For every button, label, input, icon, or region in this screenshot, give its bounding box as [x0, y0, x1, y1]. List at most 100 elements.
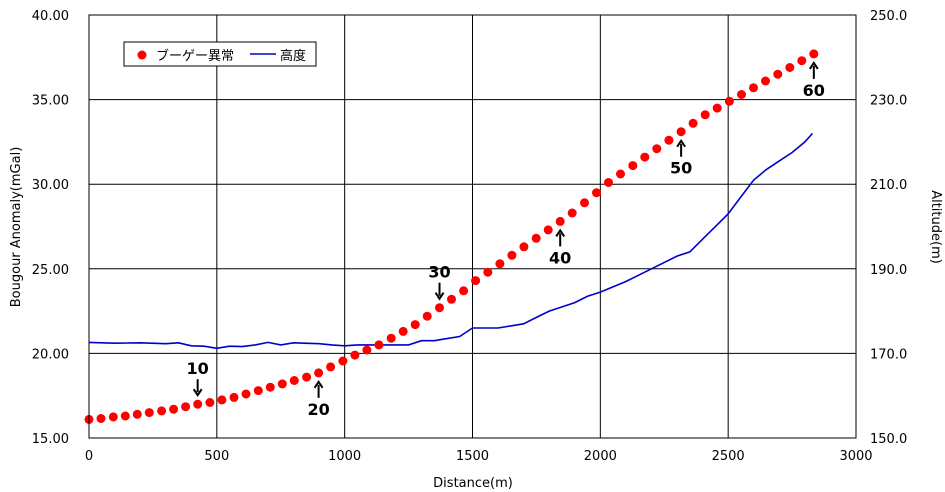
bouguer-point [253, 386, 263, 396]
bouguer-point [181, 402, 191, 412]
bouguer-point [217, 395, 227, 405]
bouguer-point [737, 90, 746, 99]
annotation-40: 40 [549, 228, 571, 267]
legend-altitude-label: 高度 [280, 48, 306, 64]
annotation-50: 50 [670, 138, 692, 178]
point-annotations: 10 20 30 40 50 60 [187, 61, 825, 419]
annotation-20: 20 [307, 380, 330, 419]
annotation-label: 50 [670, 159, 692, 178]
altitude-series [88, 132, 814, 350]
bouguer-point [108, 412, 118, 422]
y-tick-labels: 15.00 20.00 25.00 30.00 35.00 40.00 [32, 9, 69, 447]
y-tick-label: 25.00 [32, 263, 69, 278]
bouguer-point [785, 63, 795, 72]
plot-frame [88, 14, 857, 439]
bouguer-point [495, 259, 505, 269]
y2-tick-label: 230.0 [870, 94, 907, 109]
bouguer-point [132, 409, 142, 419]
bouguer-point [628, 161, 638, 171]
bouguer-point [338, 356, 348, 366]
bouguer-point [797, 56, 807, 66]
bouguer-point [592, 188, 601, 198]
annotation-label: 40 [549, 248, 571, 267]
bouguer-point [241, 389, 251, 399]
x-tick-label: 3000 [839, 449, 872, 464]
bouguer-point [157, 406, 167, 416]
bouguer-point [580, 198, 589, 208]
bouguer-point [749, 83, 758, 93]
x-tick-labels: 0 500 1000 1500 2000 2500 3000 [85, 449, 873, 464]
y-tick-label: 15.00 [32, 432, 69, 447]
y-tick-label: 40.00 [32, 9, 69, 24]
altitude-line [88, 132, 814, 350]
bouguer-point [120, 411, 130, 421]
bouguer-point [471, 276, 481, 286]
bouguer-point [712, 103, 722, 113]
y2-tick-label: 250.0 [870, 9, 907, 24]
y-tick-label: 30.00 [32, 178, 69, 193]
bouguer-point [604, 178, 613, 187]
annotation-arrowhead [313, 380, 324, 389]
legend-bouguer-marker [137, 50, 147, 60]
x-tick-label: 0 [85, 449, 93, 464]
bouguer-point [567, 208, 577, 218]
bouguer-point [773, 69, 783, 79]
bouguer-point [229, 392, 239, 402]
annotation-arrowhead [676, 138, 686, 148]
annotation-label: 10 [187, 359, 209, 378]
bouguer-point [169, 404, 179, 414]
bouguer-point [289, 376, 299, 385]
x-tick-label: 500 [204, 449, 229, 464]
annotation-label: 20 [307, 400, 329, 419]
bouguer-point [144, 408, 154, 418]
bouguer-point [507, 250, 517, 260]
y-axis-title: Bougour Anomaly(mGal) [9, 147, 24, 308]
x-tick-label: 1500 [456, 449, 489, 464]
bouguer-point [616, 169, 625, 179]
bouguer-point [676, 127, 686, 137]
bouguer-point [350, 350, 360, 360]
bouguer-point [519, 242, 529, 252]
bouguer-point [193, 399, 203, 409]
annotation-label: 30 [428, 263, 450, 282]
annotation-label: 60 [803, 81, 825, 100]
bouguer-point [205, 398, 215, 407]
bouguer-point [664, 135, 674, 145]
bouguer-point [302, 372, 312, 382]
legend-bouguer-label: ブーゲー異常 [156, 48, 234, 64]
bouguer-point [410, 320, 420, 330]
bouguer-point [555, 216, 565, 226]
bouguer-anomaly-series [84, 49, 819, 424]
bouguer-point [809, 49, 819, 59]
legend-box [123, 41, 317, 67]
bouguer-point [700, 110, 710, 120]
bouguer-point [652, 144, 662, 154]
y-tick-label: 20.00 [32, 347, 69, 362]
bouguer-point [386, 333, 396, 343]
bouguer-point [398, 326, 408, 336]
bouguer-point [688, 118, 698, 128]
bouguer-point [362, 345, 372, 355]
annotation-arrowhead [808, 61, 819, 70]
bouguer-point [531, 233, 541, 243]
bouguer-point [483, 267, 493, 277]
annotation-arrowhead [192, 388, 203, 397]
bouguer-point [314, 368, 324, 378]
legend: ブーゲー異常 高度 [123, 41, 317, 67]
annotation-arrowhead [555, 228, 566, 237]
bouguer-point [447, 294, 456, 304]
x-axis-title: Distance(m) [433, 476, 513, 491]
bouguer-point [724, 96, 734, 106]
bouguer-point [265, 382, 275, 392]
y2-tick-label: 190.0 [870, 263, 907, 278]
y-tick-label: 35.00 [32, 94, 69, 109]
x-tick-label: 2500 [712, 449, 745, 464]
y2-tick-label: 210.0 [870, 178, 907, 193]
y2-axis-title: Altitude(m) [928, 190, 943, 264]
y2-tick-labels: 150.0 170.0 190.0 210.0 230.0 250.0 [870, 9, 907, 447]
bouguer-point [543, 225, 553, 235]
x-tick-label: 1000 [328, 449, 361, 464]
annotation-arrowhead [434, 292, 445, 301]
bouguer-point [435, 303, 444, 313]
